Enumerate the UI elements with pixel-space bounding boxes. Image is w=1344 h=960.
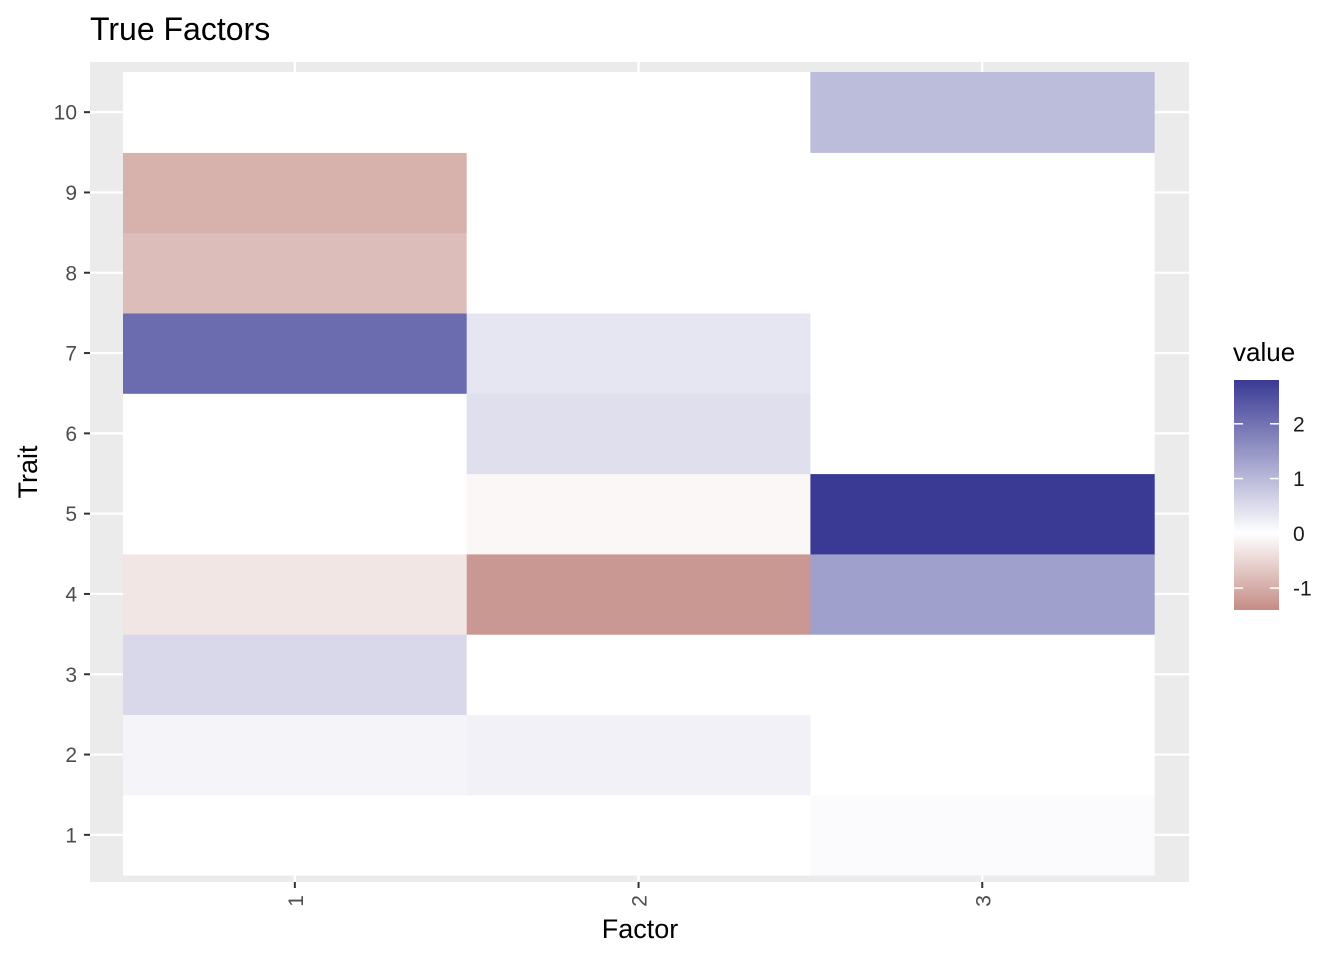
y-tick-label: 7 — [65, 343, 77, 366]
heatmap-cell — [123, 553, 468, 635]
heatmap-cell — [123, 393, 468, 475]
legend-title: value — [1233, 337, 1295, 367]
heatmap-cells — [123, 72, 1155, 876]
legend-tick-label: 0 — [1293, 523, 1305, 546]
legend-tick-label: 1 — [1293, 468, 1305, 491]
heatmap-cell — [123, 152, 468, 234]
heatmap-cell — [810, 393, 1155, 475]
heatmap-cell — [123, 232, 468, 314]
heatmap-cell — [466, 794, 811, 876]
legend-color-bar — [1234, 380, 1279, 610]
heatmap-cell — [810, 714, 1155, 796]
heatmap-cell — [810, 232, 1155, 314]
legend-tick-label: -1 — [1293, 578, 1312, 601]
heatmap-cell — [123, 714, 468, 796]
heatmap-cell — [123, 312, 468, 394]
heatmap-cell — [810, 553, 1155, 635]
y-tick-label: 1 — [65, 824, 77, 847]
heatmap-cell — [466, 553, 811, 635]
heatmap-cell — [810, 473, 1155, 555]
y-tick-label: 10 — [54, 102, 77, 125]
y-tick-label: 5 — [65, 503, 77, 526]
heatmap-cell — [466, 473, 811, 555]
heatmap-cell — [123, 473, 468, 555]
y-axis-ticks: 1 2 3 4 5 6 7 8 9 10 — [54, 102, 90, 847]
y-tick-label: 4 — [65, 583, 77, 606]
y-axis-title: Trait — [13, 445, 43, 498]
heatmap-cell — [810, 634, 1155, 715]
heatmap-cell — [123, 634, 468, 715]
y-tick-label: 3 — [65, 664, 77, 687]
x-tick-label: 2 — [629, 895, 652, 907]
legend-ticks: 2 1 0 -1 — [1234, 413, 1312, 601]
heatmap-cell — [466, 72, 811, 153]
heatmap-cell — [466, 312, 811, 394]
legend: value 2 1 0 -1 — [1233, 337, 1312, 610]
x-tick-label: 1 — [285, 895, 308, 907]
heatmap-cell — [810, 312, 1155, 394]
heatmap-cell — [466, 232, 811, 314]
heatmap-cell — [123, 794, 468, 876]
legend-tick-label: 2 — [1293, 413, 1305, 436]
y-tick-label: 9 — [65, 182, 77, 205]
heatmap-cell — [466, 393, 811, 475]
heatmap-cell — [810, 794, 1155, 876]
heatmap-cell — [810, 72, 1155, 153]
heatmap-cell — [466, 714, 811, 796]
heatmap-cell — [466, 634, 811, 715]
y-tick-label: 2 — [65, 744, 77, 767]
heatmap-cell — [466, 152, 811, 234]
heatmap-cell — [123, 72, 468, 153]
heatmap-cell — [810, 152, 1155, 234]
x-axis-ticks: 1 2 3 — [285, 882, 995, 907]
chart-title: True Factors — [90, 11, 270, 47]
y-tick-label: 8 — [65, 262, 77, 285]
y-tick-label: 6 — [65, 423, 77, 446]
x-tick-label: 3 — [972, 895, 995, 907]
x-axis-title: Factor — [602, 914, 679, 944]
